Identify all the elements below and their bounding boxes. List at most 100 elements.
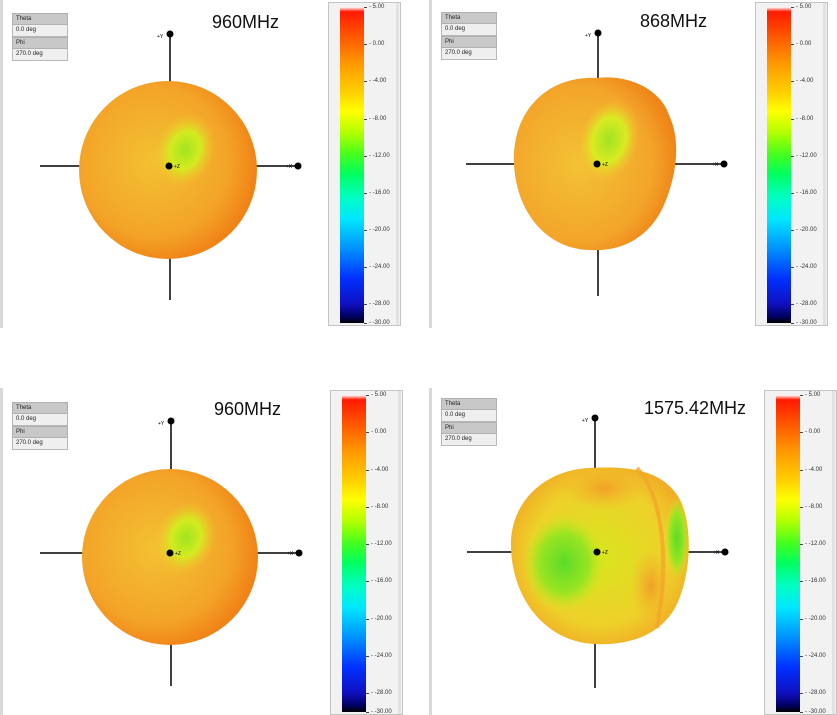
angle-readout: Theta 0.0 deg Phi 270.0 deg [12,402,68,450]
colorbar-tick-label: - -20.00 [796,227,817,234]
colorbar-tick [791,192,794,194]
colorbar-tick-label: - -20.00 [369,227,390,234]
colorbar-tick [364,192,367,194]
colorbar-tick [800,618,803,620]
colorbar-tick [800,395,803,396]
colorbar: - 5.00 - 0.00 - -4.00 - -8.00 - -12.00 - -16.… [755,2,828,326]
colorbar-tick-label: - -12.00 [371,541,392,548]
colorbar: - 5.00 - 0.00 - -4.00 - -8.00 - -12.00 - -16.… [328,2,401,326]
colorbar-tick [366,712,369,713]
colorbar-gradient [776,395,800,712]
colorbar-tick-label: - 5.00 [371,392,387,398]
colorbar-tick [800,693,803,695]
frequency-label: 960MHz [214,399,282,419]
z-axis-endpoint [165,162,173,170]
colorbar-tick-label: - -28.00 [369,301,390,308]
colorbar-tick-label: - -28.00 [805,690,826,697]
y-axis-label: +Y [158,421,165,427]
frequency-label: 1575.42MHz [644,398,747,418]
colorbar-tick-label: - -24.00 [369,264,390,271]
x-axis-endpoint [295,549,303,557]
x-axis-endpoint [720,160,728,168]
colorbar-tick-label: - -8.00 [796,115,814,122]
colorbar-tick [800,432,803,434]
colorbar-tick [366,581,369,583]
angle-readout: Theta 0.0 deg Phi 270.0 deg [441,12,497,60]
colorbar-tick-label: - -28.00 [371,690,392,697]
theta-label: Theta [441,12,497,24]
colorbar-tick [364,323,367,324]
theta-value: 0.0 deg [441,410,497,422]
y-axis-endpoint [594,29,602,37]
z-axis-endpoint [593,160,601,168]
colorbar-tick-label: - -8.00 [805,503,823,510]
panel-border [429,388,432,715]
theta-value: 0.0 deg [441,24,497,36]
colorbar-tick-label: - -30.00 [805,709,826,715]
high-gain-lobe [562,466,646,510]
phi-label: Phi [12,426,68,438]
colorbar-tick-label: - -4.00 [805,466,823,473]
colorbar-gradient [767,7,791,323]
colorbar-tick-label: - -24.00 [805,653,826,660]
phi-label: Phi [441,422,497,434]
colorbar-tick [800,506,803,508]
z-axis-label: +Z [602,550,608,556]
colorbar-tick-label: - 0.00 [371,429,387,436]
colorbar-tick [800,656,803,658]
colorbar-tick-label: - -8.00 [371,503,389,510]
colorbar-tick [791,267,794,269]
phi-value: 270.0 deg [441,434,497,446]
colorbar-tick-label: - -12.00 [805,541,826,548]
colorbar-tick-label: - -30.00 [796,320,817,326]
colorbar-tick-label: - -24.00 [371,653,392,660]
y-axis-endpoint [591,414,599,422]
phi-value: 270.0 deg [12,438,68,450]
theta-label: Theta [12,13,68,25]
pattern-3d-plot[interactable]: +Y +X +Z [0,388,330,715]
colorbar-tick-label: - -24.00 [796,264,817,271]
theta-value: 0.0 deg [12,25,68,37]
null-region [578,98,640,182]
x-axis-label: +X [286,164,293,170]
colorbar-tick-label: - -28.00 [796,301,817,308]
pattern-3d-plot[interactable]: +Y +X +Z [429,0,749,328]
panel-border [0,0,3,328]
z-axis-label: +Z [602,162,608,168]
colorbar-tick-label: - -4.00 [371,466,389,473]
colorbar-tick [791,230,794,232]
colorbar-tick-label: - -4.00 [796,78,814,85]
colorbar-tick [366,506,369,508]
pattern-3d-plot[interactable]: +Y +X +Z [429,388,759,715]
colorbar-tick-label: - 0.00 [369,41,385,48]
colorbar-tick-label: - -16.00 [796,189,817,196]
colorbar-tick [791,44,794,46]
null-region [665,496,689,580]
colorbar-tick [364,155,367,157]
angle-readout: Theta 0.0 deg Phi 270.0 deg [441,398,497,446]
colorbar-gradient [342,395,366,712]
colorbar-tick [800,469,803,471]
y-axis-label: +Y [585,33,592,39]
colorbar-tick [366,656,369,658]
lobe-boundary [635,466,666,629]
colorbar-tick [791,7,794,8]
colorbar-tick-label: - -30.00 [369,320,390,326]
colorbar-tick [364,81,367,83]
colorbar-tick [800,544,803,546]
x-axis-label: +X [712,162,719,168]
panel-border [0,388,3,715]
colorbar-tick-label: - -16.00 [805,578,826,585]
colorbar-tick [366,395,369,396]
x-axis-endpoint [294,162,302,170]
colorbar-tick-label: - 0.00 [805,429,821,436]
colorbar: - 5.00 - 0.00 - -4.00 - -8.00 - -12.00 - -16.… [764,390,837,715]
theta-label: Theta [12,402,68,414]
colorbar-tick-label: - 5.00 [796,4,812,10]
y-axis-endpoint [167,417,175,425]
colorbar-tick [791,155,794,157]
z-axis-endpoint [593,548,601,556]
radiation-pattern-panel-2: +Y +X +Z Theta 0.0 deg Phi 270.0 deg 868… [429,0,837,328]
pattern-3d-plot[interactable]: +Y +X +Z [0,0,330,328]
colorbar-edge [398,391,401,714]
